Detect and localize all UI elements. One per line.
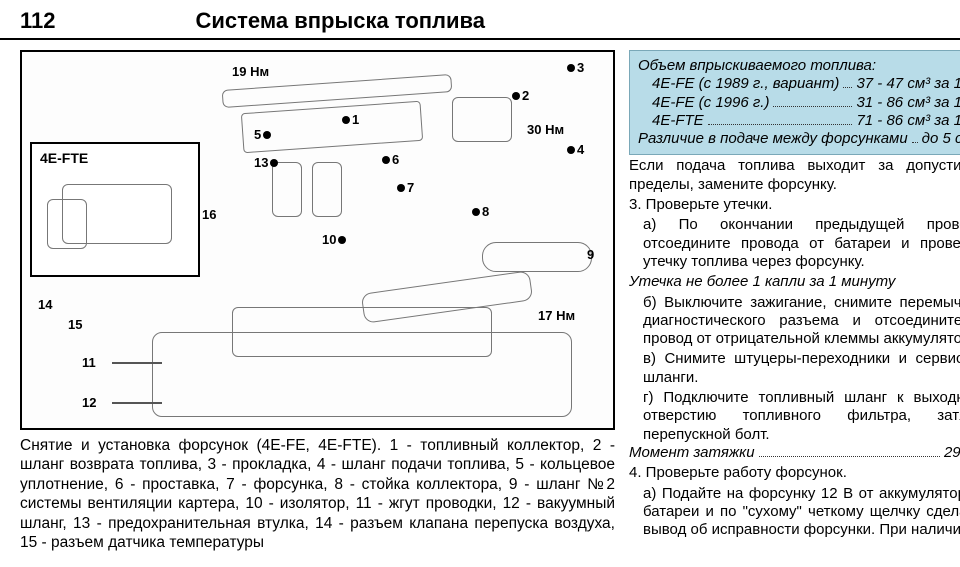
callout-16: 16: [202, 207, 216, 222]
callout-3: 3: [567, 60, 584, 75]
diagram-caption: Снятие и установка форсунок (4E-FE, 4E-F…: [20, 430, 615, 552]
para-3c: в) Снимите штуцеры-переходники и сервисн…: [629, 350, 960, 387]
callout-13: 13: [254, 155, 278, 170]
spec-row3-val: 71 - 86 см³ за 15 с: [856, 112, 960, 130]
para-3a: а) По окончании предыдущей проверки отсо…: [629, 216, 960, 271]
page-content: 4E-FTE 19 Нм 2 3 30 Нм 1 4 5 6 13 7 8 9 …: [0, 40, 960, 552]
spec-row2-val: 31 - 86 см³ за 15 с: [856, 94, 960, 112]
para-step4: 4. Проверьте работу форсунок.: [629, 464, 960, 482]
spec-row-1: 4E-FE (с 1989 г., вариант) 37 - 47 см³ з…: [638, 75, 960, 93]
callout-5: 5: [254, 127, 271, 142]
right-column: Объем впрыскиваемого топлива: 4E-FE (с 1…: [615, 50, 960, 552]
callout-14: 14: [38, 297, 52, 312]
callout-4: 4: [567, 142, 584, 157]
page-number: 112: [20, 8, 56, 34]
spec-row1-label: 4E-FE (с 1989 г., вариант): [638, 75, 839, 93]
para-4a: а) Подайте на форсунку 12 В от аккумулят…: [629, 485, 960, 540]
torque-value: 29 Н·м: [944, 444, 960, 462]
para-3d: г) Подключите топливный шланг к выходном…: [629, 389, 960, 444]
callout-11: 11: [82, 355, 96, 370]
spec-row-3: 4E-FTE 71 - 86 см³ за 15 с: [638, 112, 960, 130]
para-step3: 3. Проверьте утечки.: [629, 196, 960, 214]
spec-row1-val: 37 - 47 см³ за 15 с: [856, 75, 960, 93]
spec-diff-val: до 5 см³.: [922, 130, 960, 148]
para-leak-spec: Утечка не более 1 капли за 1 минуту: [629, 273, 960, 291]
page-title: Система впрыска топлива: [196, 8, 486, 34]
page-header: 112 Система впрыска топлива: [0, 0, 960, 40]
torque-spec: Момент затяжки 29 Н·м: [629, 444, 960, 462]
spec-title: Объем впрыскиваемого топлива:: [638, 57, 960, 75]
para-3b: б) Выключите зажигание, снимите перемычк…: [629, 294, 960, 349]
callout-10: 10: [322, 232, 346, 247]
callout-6: 6: [382, 152, 399, 167]
callout-15: 15: [68, 317, 82, 332]
spec-diff-label: Различие в подаче между форсунками: [638, 130, 908, 148]
inset-diagram: 4E-FTE: [30, 142, 200, 277]
callout-8: 8: [472, 204, 489, 219]
torque-17: 17 Нм: [538, 308, 575, 323]
torque-19: 19 Нм: [232, 64, 269, 79]
callout-7: 7: [397, 180, 414, 195]
exploded-diagram: 4E-FTE 19 Нм 2 3 30 Нм 1 4 5 6 13 7 8 9 …: [20, 50, 615, 430]
callout-1: 1: [342, 112, 359, 127]
left-column: 4E-FTE 19 Нм 2 3 30 Нм 1 4 5 6 13 7 8 9 …: [20, 50, 615, 552]
callout-2: 2: [512, 88, 529, 103]
inset-label: 4E-FTE: [40, 150, 88, 166]
spec-diff: Различие в подаче между форсунками до 5 …: [638, 130, 960, 148]
spec-row2-label: 4E-FE (с 1996 г.): [638, 94, 769, 112]
spec-highlight-box: Объем впрыскиваемого топлива: 4E-FE (с 1…: [629, 50, 960, 155]
spec-row-2: 4E-FE (с 1996 г.) 31 - 86 см³ за 15 с: [638, 94, 960, 112]
para-limits: Если подача топлива выходит за допустимы…: [629, 157, 960, 194]
callout-9: 9: [587, 247, 594, 262]
torque-30: 30 Нм: [527, 122, 564, 137]
torque-label: Момент затяжки: [629, 444, 755, 462]
spec-row3-label: 4E-FTE: [638, 112, 704, 130]
callout-12: 12: [82, 395, 96, 410]
